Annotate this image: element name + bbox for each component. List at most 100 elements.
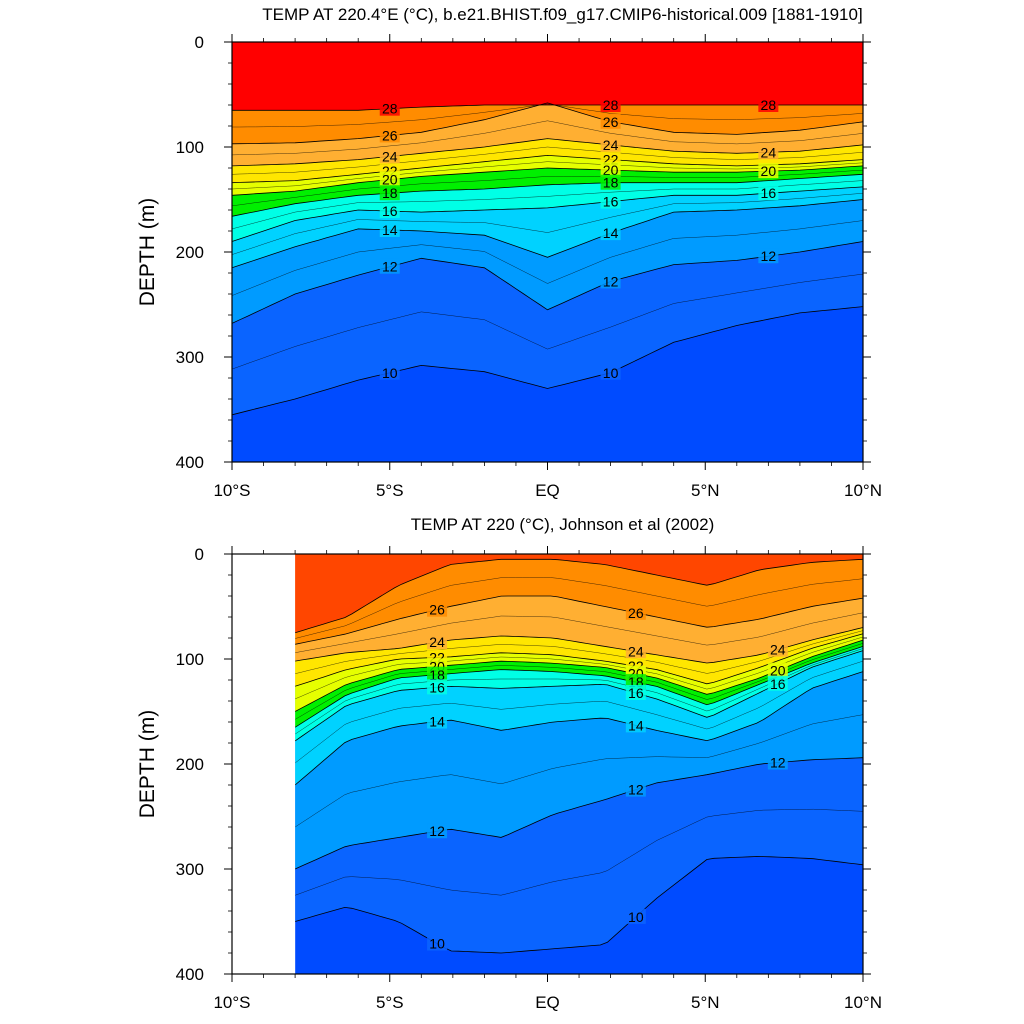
y-tick-label: 400 <box>176 965 204 984</box>
contour-label-bg <box>379 221 400 237</box>
contour-label-bg <box>600 174 621 190</box>
contour-label-bg <box>758 97 779 112</box>
contour-label-bg <box>767 662 788 678</box>
contour-label-bg <box>379 148 400 164</box>
contour-label-bg <box>625 604 646 620</box>
contour-label-bg <box>600 136 621 152</box>
contour-label-24: 24 <box>761 144 777 160</box>
x-tick-label: 5°S <box>376 993 404 1012</box>
contour-label-bg <box>758 144 779 160</box>
x-tick-label: EQ <box>535 481 560 500</box>
contour-label-24: 24 <box>603 137 619 153</box>
contour-label-12: 12 <box>382 259 398 275</box>
x-tick-label: 10°S <box>213 993 250 1012</box>
x-tick-label: 5°N <box>691 481 720 500</box>
isotherm-26 <box>295 595 864 645</box>
contour-label-bg <box>427 679 448 695</box>
contour-label-20: 20 <box>761 163 777 179</box>
contour-label-bg <box>625 643 646 659</box>
contour-label-26: 26 <box>429 602 445 618</box>
x-tick-label: 10°N <box>844 481 882 500</box>
band-fill-29 <box>232 42 863 111</box>
contour-label-bg <box>625 717 646 733</box>
isotherm-minor <box>295 612 864 653</box>
contour-label-bg <box>600 273 621 289</box>
contour-label-16: 16 <box>429 679 445 695</box>
x-tick-label: 5°S <box>376 481 404 500</box>
chart-title: TEMP AT 220 (°C), Johnson et al (2002) <box>411 515 715 534</box>
isotherm-10 <box>231 306 864 416</box>
contour-label-bg <box>600 193 621 209</box>
y-axis-label: DEPTH (m) <box>136 710 159 819</box>
contour-label-28: 28 <box>761 97 777 113</box>
x-tick-label: 10°N <box>844 993 882 1012</box>
contour-label-14: 14 <box>429 713 445 729</box>
isotherm-minor <box>232 103 864 128</box>
contour-label-bg <box>379 364 400 380</box>
contour-label-bg <box>600 113 621 129</box>
contour-label-bg <box>427 823 448 839</box>
contour-label-bg <box>600 97 621 112</box>
contour-label-bg <box>600 364 621 380</box>
isotherm-28 <box>232 104 863 111</box>
no-data-region <box>232 554 296 974</box>
y-tick-label: 100 <box>176 650 204 669</box>
isotherm-minor <box>295 808 864 896</box>
contour-label-bg <box>767 641 788 657</box>
contour-label-18: 18 <box>603 175 619 191</box>
contour-label-bg <box>427 634 448 650</box>
x-tick-label: 5°N <box>691 993 720 1012</box>
contour-label-bg <box>625 685 646 701</box>
contour-label-bg <box>600 162 621 178</box>
contour-label-10: 10 <box>603 365 619 381</box>
y-tick-label: 200 <box>176 755 204 774</box>
isotherm-20 <box>231 165 864 196</box>
contour-label-28: 28 <box>603 97 619 113</box>
isotherm-minor <box>231 180 864 230</box>
contour-label-bg <box>767 675 788 691</box>
contour-label-bg <box>427 666 448 682</box>
contour-label-16: 16 <box>628 685 644 701</box>
chart-title: TEMP AT 220.4°E (°C), b.e21.BHIST.f09_g1… <box>262 5 862 24</box>
contour-label-26: 26 <box>603 114 619 130</box>
contour-label-28: 28 <box>382 101 398 117</box>
contour-label-26: 26 <box>628 605 644 621</box>
contour-label-12: 12 <box>603 273 619 289</box>
contour-label-bg <box>427 935 448 951</box>
isotherm-minor <box>231 220 864 296</box>
isotherm-minor <box>231 146 864 175</box>
contour-label-bg <box>379 185 400 201</box>
contour-label-12: 12 <box>761 248 777 264</box>
contour-label-bg <box>379 100 400 116</box>
isotherm-24 <box>231 138 864 167</box>
isotherm-minor <box>294 714 864 828</box>
y-tick-label: 0 <box>195 545 204 564</box>
contour-label-16: 16 <box>382 203 398 219</box>
y-tick-label: 300 <box>176 860 204 879</box>
x-tick-label: 10°S <box>213 481 250 500</box>
contour-label-20: 20 <box>382 172 398 188</box>
contour-label-24: 24 <box>770 642 786 658</box>
isotherm-10 <box>294 856 864 954</box>
isotherm-26 <box>231 102 864 145</box>
contour-label-24: 24 <box>628 643 644 659</box>
contour-label-10: 10 <box>628 909 644 925</box>
y-tick-label: 200 <box>176 243 204 262</box>
contour-label-16: 16 <box>603 194 619 210</box>
isotherm-minor <box>295 630 864 674</box>
isotherm-22 <box>231 154 864 184</box>
isotherm-minor <box>231 273 864 370</box>
contour-label-12: 12 <box>770 755 786 771</box>
contour-label-14: 14 <box>603 225 619 241</box>
contour-label-bg <box>379 258 400 274</box>
contour-label-16: 16 <box>770 676 786 692</box>
isotherm-18 <box>231 173 864 217</box>
contour-label-bg <box>758 185 779 201</box>
isotherm-minor <box>231 120 864 156</box>
isotherm-16 <box>231 186 864 242</box>
contour-label-bg <box>758 248 779 264</box>
contour-label-24: 24 <box>382 148 398 164</box>
